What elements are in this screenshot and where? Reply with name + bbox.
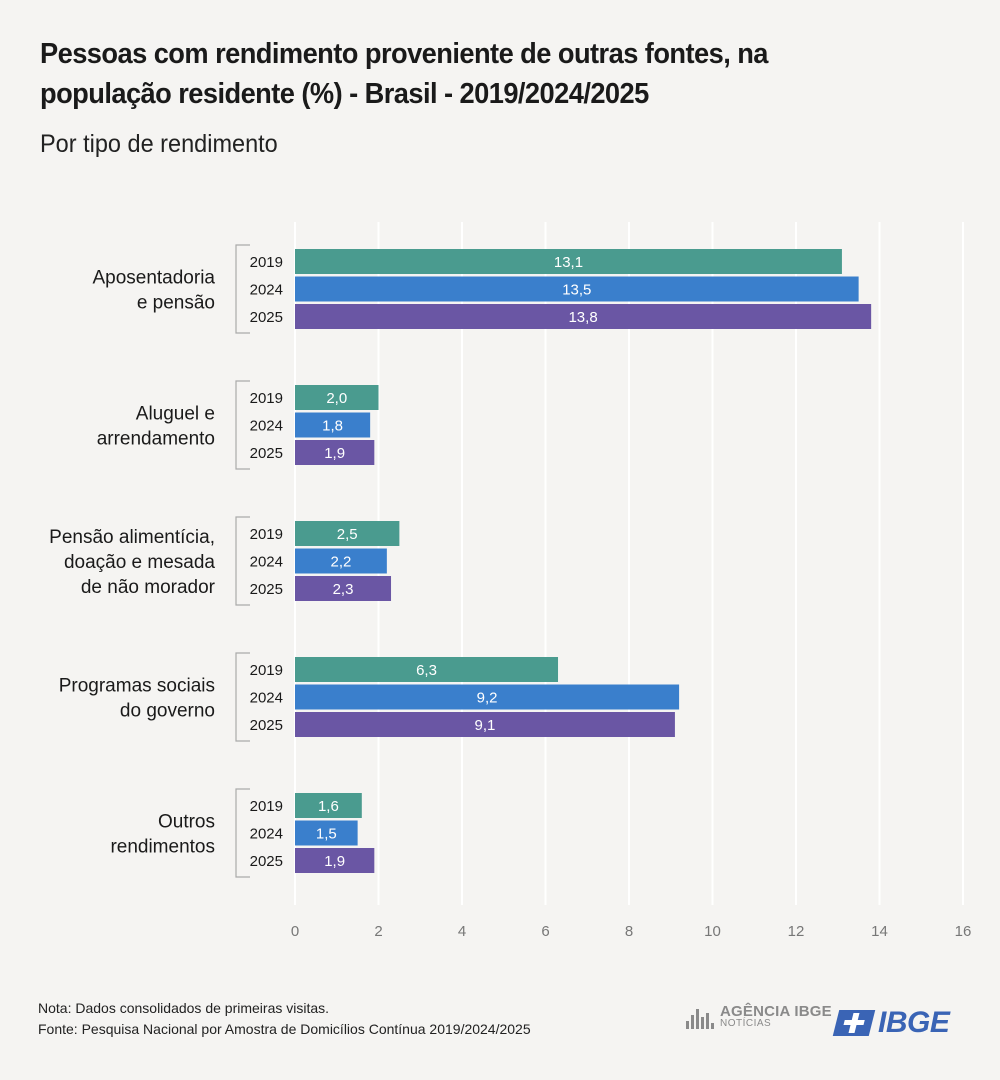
chart-title: Pessoas com rendimento proveniente de ou… — [40, 38, 768, 110]
series-year-label: 2024 — [250, 554, 283, 571]
agencia-logo-line2: NOTÍCIAS — [720, 1018, 772, 1029]
bar-value-label: 2,5 — [337, 526, 358, 543]
bar — [295, 304, 872, 329]
bar — [295, 249, 842, 274]
series-year-label: 2019 — [250, 254, 283, 271]
x-tick-label: 12 — [788, 923, 805, 940]
bar — [295, 848, 375, 873]
bar-value-label: 9,1 — [475, 717, 496, 734]
bar — [295, 385, 379, 410]
group-bracket — [235, 516, 250, 606]
series-year-label: 2025 — [250, 581, 283, 598]
bar-value-label: 13,1 — [554, 254, 583, 271]
category-label: rendimentos — [110, 837, 215, 858]
series-year-label: 2019 — [250, 662, 283, 679]
series-year-label: 2025 — [250, 309, 283, 326]
series-year-label: 2025 — [250, 853, 283, 870]
bar — [295, 276, 859, 302]
series-year-label: 2024 — [250, 282, 283, 299]
series-year-label: 2019 — [250, 390, 283, 407]
category-label: e pensão — [137, 293, 215, 314]
series-year-label: 2019 — [250, 526, 283, 543]
bar-value-label: 13,5 — [562, 282, 591, 299]
x-tick-label: 8 — [625, 923, 633, 940]
x-tick-label: 16 — [955, 923, 972, 940]
footer-source: Fonte: Pesquisa Nacional por Amostra de … — [38, 1021, 531, 1037]
bar-value-label: 2,2 — [330, 554, 351, 571]
agencia-ibge-logo: AGÊNCIA IBGE NOTÍCIAS — [686, 1003, 832, 1030]
category-label: doação e mesada — [64, 552, 215, 573]
bar-value-label: 13,8 — [568, 309, 597, 326]
group-bracket — [235, 788, 250, 878]
category-label: do governo — [120, 701, 215, 722]
agencia-bars-icon — [686, 1007, 714, 1029]
series-year-label: 2024 — [250, 418, 283, 435]
bar — [295, 576, 392, 601]
bar-value-label: 2,0 — [326, 390, 347, 407]
bar-value-label: 2,3 — [333, 581, 354, 598]
group-bracket — [235, 380, 250, 470]
bar — [295, 712, 675, 737]
ibge-mark-icon — [832, 1010, 876, 1036]
series-year-label: 2025 — [250, 445, 283, 462]
bar — [295, 684, 680, 710]
bar — [295, 793, 362, 818]
bar-value-label: 1,9 — [324, 445, 345, 462]
group-bracket — [235, 652, 250, 742]
category-label: de não morador — [81, 577, 216, 598]
category-label: Aposentadoria — [92, 268, 215, 289]
category-label: Pensão alimentícia, — [49, 527, 215, 548]
bar-value-label: 1,6 — [318, 798, 339, 815]
bar-value-label: 1,9 — [324, 853, 345, 870]
x-tick-label: 14 — [871, 923, 888, 940]
x-tick-label: 4 — [458, 923, 466, 940]
bar — [295, 548, 387, 574]
x-tick-label: 2 — [374, 923, 382, 940]
x-tick-label: 10 — [704, 923, 721, 940]
bar-value-label: 6,3 — [416, 662, 437, 679]
bar-value-label: 9,2 — [477, 690, 498, 707]
bar-value-label: 1,5 — [316, 826, 337, 843]
category-label: Aluguel e — [136, 404, 215, 425]
series-year-label: 2024 — [250, 826, 283, 843]
series-year-label: 2024 — [250, 690, 283, 707]
bar-chart: 0 2 4 6 8 10 12 14 16 Aposentadoria e pensão 2019 13… — [49, 222, 972, 940]
x-tick-label: 0 — [291, 923, 299, 940]
x-tick-label: 6 — [541, 923, 549, 940]
group-bracket — [235, 244, 250, 334]
chart-subtitle: Por tipo de rendimento — [40, 130, 278, 158]
series-year-label: 2019 — [250, 798, 283, 815]
bar — [295, 412, 371, 438]
bar — [295, 820, 358, 846]
ibge-logo: IBGE — [832, 1006, 950, 1040]
bar-value-label: 1,8 — [322, 418, 343, 435]
agencia-logo-line1: AGÊNCIA IBGE — [720, 1003, 832, 1020]
ibge-logo-text: IBGE — [878, 1006, 950, 1039]
footer-note: Nota: Dados consolidados de primeiras vi… — [38, 1000, 330, 1016]
category-label: Programas sociais — [59, 676, 215, 697]
footer: Nota: Dados consolidados de primeiras vi… — [38, 998, 531, 1040]
bar — [295, 440, 375, 465]
bar — [295, 521, 400, 546]
series-year-label: 2025 — [250, 717, 283, 734]
category-label: arrendamento — [97, 429, 215, 450]
bar — [295, 657, 559, 682]
category-label: Outros — [158, 812, 215, 833]
